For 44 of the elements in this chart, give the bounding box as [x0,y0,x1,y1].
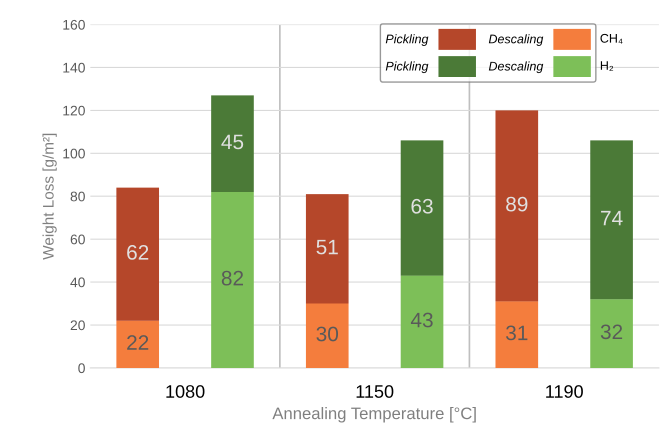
bar [306,304,349,368]
data-label: 31 [506,326,528,340]
data-label: 63 [412,198,433,214]
legend-label: Descaling [488,34,544,46]
y-tick-label: 80 [70,192,85,202]
y-tick-label: 40 [70,277,85,288]
y-tick-label: 120 [63,106,85,116]
legend-label: Pickling [386,34,428,46]
y-tick-label: 0 [78,363,85,374]
y-tick-label: 160 [63,20,85,30]
bar [306,194,349,304]
bar [211,192,254,368]
x-tick-label: 1190 [546,385,583,398]
data-label: 89 [506,196,528,212]
data-label: 30 [316,326,338,342]
y-tick-label: 100 [63,148,85,158]
data-label: 74 [601,210,623,226]
x-axis-title: Annealing Temperature [°C] [272,407,476,423]
annotation: H₂ [600,61,614,71]
data-label: 32 [600,324,622,340]
data-label: 43 [410,312,433,328]
y-axis-title: Weight Loss [g/m²] [42,134,57,260]
legend-label: Pickling [386,61,428,74]
bar [590,140,633,300]
x-tick-label: 1150 [356,385,394,398]
data-label: 62 [127,245,148,260]
bar [495,301,538,368]
bar [116,188,160,321]
bar [400,140,444,276]
annotation: CH₄ [600,34,623,44]
y-tick-label: 60 [70,234,85,244]
bar [495,110,538,302]
y-tick-label: 140 [63,62,85,73]
y-tick-label: 20 [70,320,85,330]
data-label: 22 [127,335,148,350]
data-label: 82 [222,270,244,286]
data-label: 45 [221,134,244,150]
x-tick-label: 1080 [166,385,204,398]
data-label: 51 [316,240,338,254]
bar [400,276,444,368]
bar [590,299,633,368]
legend-label: Descaling [488,61,544,74]
bar [116,320,160,368]
bar [211,95,254,192]
